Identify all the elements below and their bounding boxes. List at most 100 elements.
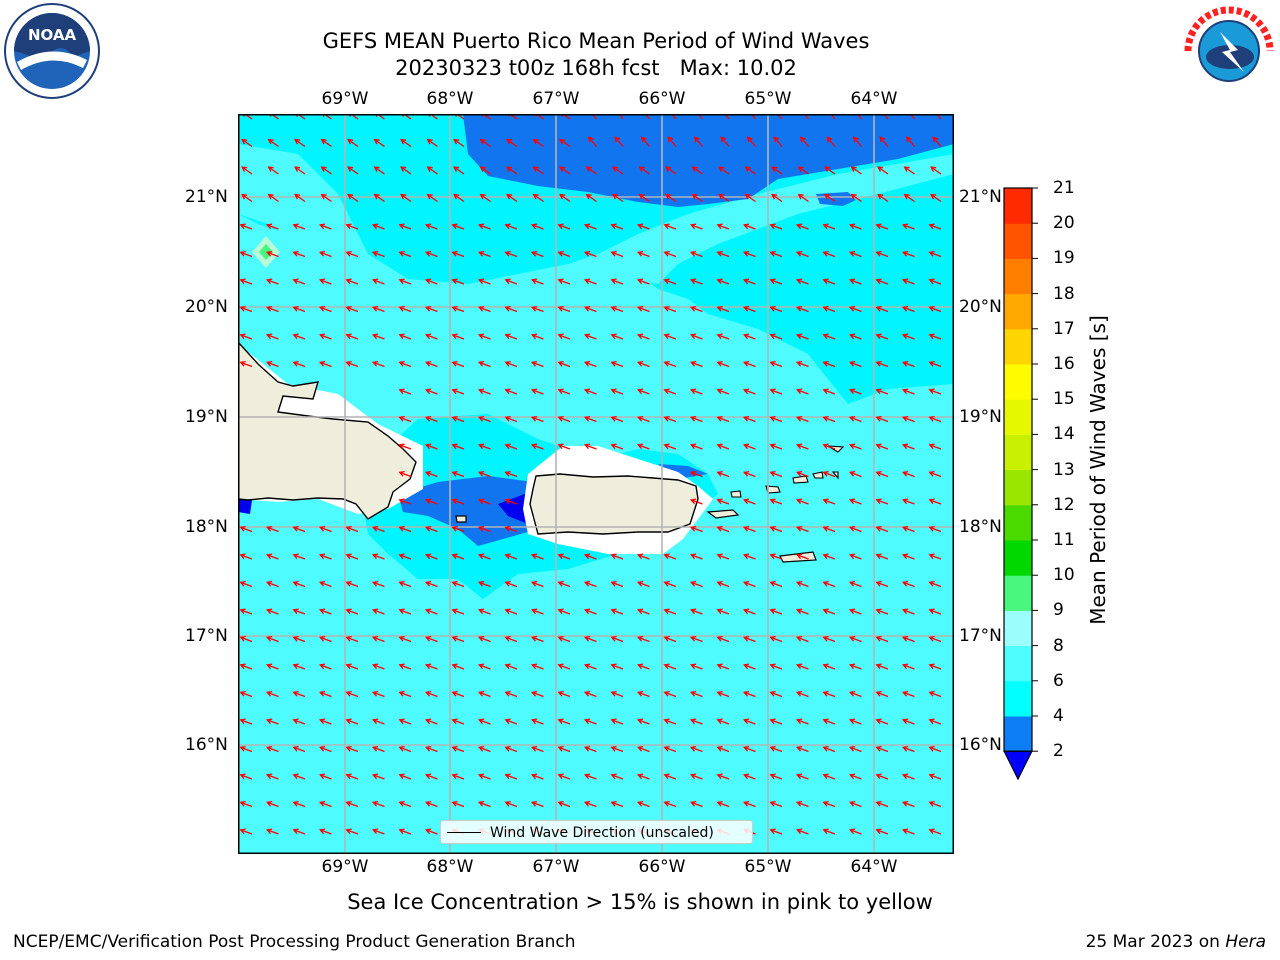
wind-wave-arrow: [716, 333, 730, 340]
wind-wave-arrow: [742, 691, 756, 698]
wind-wave-arrow: [742, 498, 756, 505]
wind-wave-arrow: [239, 828, 253, 835]
wind-wave-arrow: [265, 333, 279, 340]
wind-wave-arrow: [530, 278, 544, 285]
wind-wave-arrow: [769, 691, 783, 698]
wind-wave-arrow: [265, 608, 279, 615]
wind-wave-arrow: [663, 251, 677, 258]
wind-wave-arrow: [294, 138, 306, 148]
wind-wave-arrow: [901, 746, 915, 753]
wind-wave-arrow: [636, 663, 650, 670]
wind-wave-arrow: [557, 773, 571, 780]
wind-wave-arrow: [769, 828, 783, 835]
wind-wave-arrow: [451, 526, 465, 533]
wind-wave-arrow: [532, 138, 544, 148]
wind-wave-arrow: [636, 416, 650, 423]
wind-wave-arrow: [239, 526, 253, 533]
wind-wave-arrow: [451, 636, 465, 643]
wind-wave-arrow: [928, 416, 942, 423]
colorbar-segment: [1004, 293, 1032, 330]
wind-wave-arrow: [424, 361, 438, 368]
colorbar-segment: [1004, 258, 1032, 295]
wind-wave-arrow: [928, 553, 942, 560]
wind-wave-arrow: [795, 251, 809, 258]
wind-wave-arrow: [901, 773, 915, 780]
wind-wave-arrow: [742, 801, 756, 808]
wind-wave-arrow: [875, 498, 889, 505]
wind-wave-arrow: [822, 691, 836, 698]
wind-wave-arrow: [479, 138, 491, 148]
wind-wave-arrow: [292, 828, 306, 835]
wind-wave-arrow: [928, 608, 942, 615]
wind-wave-arrow: [795, 636, 809, 643]
wind-wave-arrow: [532, 166, 544, 175]
chart-title: GEFS MEAN Puerto Rico Mean Period of Win…: [322, 29, 870, 53]
wind-wave-arrow: [693, 136, 703, 147]
wind-wave-arrow: [797, 166, 809, 175]
wind-wave-arrow: [795, 581, 809, 588]
wind-wave-arrow: [424, 773, 438, 780]
wind-wave-arrow: [716, 223, 730, 230]
wind-wave-arrow: [371, 278, 385, 285]
wind-wave-arrow: [345, 361, 359, 368]
wind-wave-arrow: [928, 251, 942, 258]
wind-wave-arrow: [241, 193, 253, 203]
wind-wave-arrow: [292, 306, 306, 313]
wind-wave-arrow: [530, 416, 544, 423]
wind-wave-arrow: [638, 166, 650, 175]
wind-wave-arrow: [318, 553, 332, 560]
colorbar-tick-label: 11: [1053, 530, 1075, 550]
wind-wave-arrow: [901, 498, 915, 505]
wind-wave-arrow: [477, 608, 491, 615]
wind-wave-arrow: [716, 416, 730, 423]
wind-wave-arrow: [689, 278, 703, 285]
wind-wave-arrow: [663, 718, 677, 725]
wind-wave-arrow: [716, 388, 730, 395]
wind-wave-arrow: [583, 223, 597, 230]
wind-wave-arrow: [742, 278, 756, 285]
wind-wave-arrow: [371, 223, 385, 230]
wind-wave-arrow: [426, 138, 438, 148]
lat-label-right: 21°N: [959, 187, 1002, 207]
wind-wave-arrow: [689, 663, 703, 670]
wind-wave-arrow: [373, 138, 385, 148]
wind-wave-arrow: [557, 718, 571, 725]
wind-wave-arrow: [345, 718, 359, 725]
wind-wave-arrow: [689, 746, 703, 753]
wind-wave-arrow: [848, 773, 862, 780]
wind-wave-arrow: [663, 553, 677, 560]
wind-wave-arrow: [610, 718, 624, 725]
colorbar-segment: [1004, 399, 1032, 435]
wind-wave-arrow: [453, 193, 465, 203]
wind-wave-arrow: [265, 526, 279, 533]
wind-wave-arrow: [689, 581, 703, 588]
wind-wave-arrow: [610, 553, 624, 560]
wind-wave-arrow: [663, 443, 677, 450]
wind-wave-arrow: [400, 166, 412, 175]
wind-wave-arrow: [742, 746, 756, 753]
wind-wave-arrow: [663, 333, 677, 340]
colorbar-tick-label: 2: [1053, 741, 1064, 762]
wind-wave-arrow: [848, 278, 862, 285]
wind-wave-arrow: [742, 526, 756, 533]
wind-wave-arrow: [771, 166, 783, 175]
wind-wave-arrow: [318, 801, 332, 808]
wind-wave-arrow: [769, 471, 783, 478]
wind-wave-arrow: [663, 663, 677, 670]
colorbar-segment: [1004, 223, 1032, 259]
wind-wave-arrow: [557, 251, 571, 258]
wind-wave-arrow: [477, 718, 491, 725]
wind-wave-arrow: [769, 581, 783, 588]
wind-wave-arrow: [477, 526, 491, 533]
wind-wave-arrow: [318, 718, 332, 725]
wind-wave-arrow: [424, 251, 438, 258]
wind-wave-arrow: [477, 388, 491, 395]
wind-wave-arrow: [398, 526, 412, 533]
wind-wave-arrow: [822, 663, 836, 670]
wind-wave-arrow: [769, 608, 783, 615]
wind-wave-arrow: [689, 636, 703, 643]
wind-wave-arrow: [292, 773, 306, 780]
wind-wave-arrow: [398, 773, 412, 780]
wind-wave-arrow: [371, 581, 385, 588]
wind-wave-arrow: [822, 773, 836, 780]
